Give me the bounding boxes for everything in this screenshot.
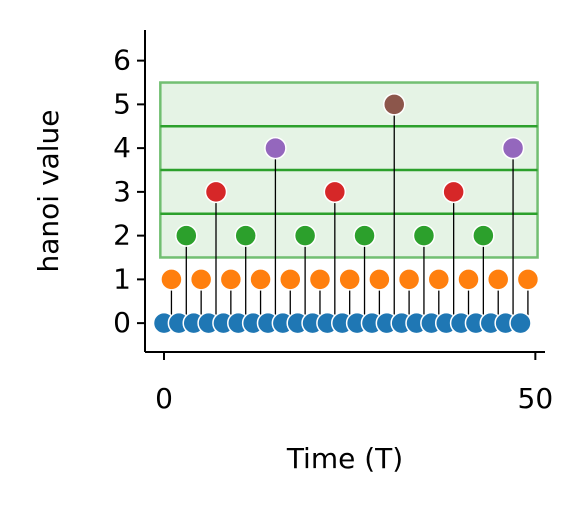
- y-tick-label: 0: [113, 306, 131, 339]
- y-tick-label: 6: [113, 44, 131, 77]
- point: [219, 268, 243, 291]
- point: [175, 224, 198, 247]
- point: [397, 268, 421, 291]
- point: [427, 268, 451, 291]
- point: [189, 268, 213, 291]
- point: [204, 180, 228, 204]
- point: [160, 268, 183, 291]
- point: [368, 268, 391, 291]
- x-tick-label: 0: [155, 382, 173, 415]
- point: [234, 224, 257, 247]
- point: [279, 268, 302, 291]
- point: [353, 224, 376, 247]
- point: [486, 268, 510, 291]
- point: [308, 268, 332, 291]
- point: [293, 224, 317, 247]
- point: [472, 224, 495, 247]
- point: [501, 136, 525, 160]
- point: [516, 268, 540, 291]
- point: [412, 224, 436, 247]
- point: [264, 136, 287, 160]
- y-tick-label: 4: [113, 131, 131, 164]
- point: [323, 180, 347, 204]
- point: [442, 180, 465, 204]
- point: [382, 93, 406, 116]
- point: [509, 311, 532, 335]
- y-axis-label: hanoi value: [32, 110, 65, 273]
- x-tick-label: 50: [518, 382, 554, 415]
- y-tick-label: 5: [113, 87, 131, 120]
- point: [457, 268, 480, 291]
- y-tick-label: 2: [113, 219, 131, 252]
- point: [249, 268, 272, 291]
- y-tick-label: 3: [113, 175, 131, 208]
- y-tick-label: 1: [113, 262, 131, 295]
- point: [338, 268, 361, 291]
- x-axis-label: Time (T): [286, 442, 403, 475]
